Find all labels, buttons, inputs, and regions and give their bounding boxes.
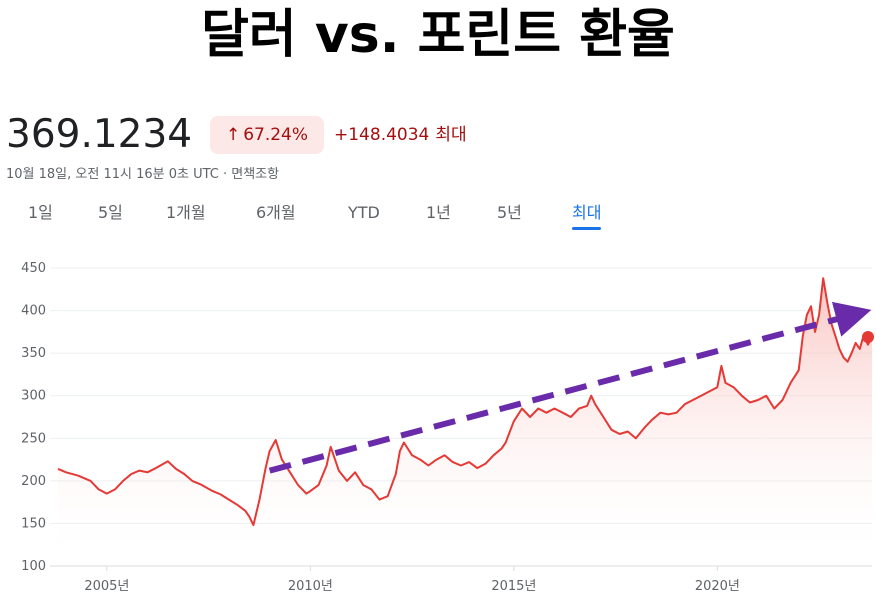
up-arrow-icon: ↑: [225, 125, 241, 145]
tab-1-month[interactable]: 1개월: [166, 203, 206, 222]
x-tick-label: 2020년: [695, 579, 740, 594]
x-tick-label: 2005년: [84, 579, 129, 594]
y-tick-label: 300: [21, 389, 46, 404]
tab-5-year[interactable]: 5년: [497, 203, 522, 222]
absolute-change-value: +148.4034: [334, 125, 430, 145]
page-title: 달러 vs. 포린트 환율: [201, 5, 675, 65]
x-tick-label: 2010년: [288, 579, 333, 594]
exchange-rate-chart[interactable]: 100 150 200 250 300 350 400 450 2005년 2010년 2015년…: [0, 240, 876, 610]
y-tick-label: 350: [21, 346, 46, 361]
y-tick-label: 450: [21, 261, 46, 276]
current-price: 369.1234: [6, 112, 193, 157]
tab-5-day[interactable]: 5일: [98, 203, 123, 222]
timestamp-disclaimer[interactable]: 10월 18일, 오전 11시 16분 0초 UTC · 면책조항: [6, 167, 280, 182]
y-tick-label: 250: [21, 431, 46, 446]
time-range-tabs: 1일 5일 1개월 6개월 YTD 1년 5년 최대: [0, 196, 876, 232]
y-tick-label: 150: [21, 516, 46, 531]
series-line: [57, 277, 873, 527]
last-point-marker: [862, 330, 874, 343]
change-period-label: 최대: [435, 125, 467, 145]
tab-max[interactable]: 최대: [572, 203, 602, 230]
x-tick-label: 2015년: [491, 579, 536, 594]
tab-1-day[interactable]: 1일: [28, 203, 53, 222]
absolute-change: +148.4034 최대: [334, 123, 467, 147]
tab-ytd[interactable]: YTD: [348, 203, 380, 222]
y-tick-label: 400: [21, 304, 46, 319]
tab-1-year[interactable]: 1년: [426, 203, 451, 222]
percent-change-value: 67.24%: [243, 125, 309, 145]
y-tick-label: 200: [21, 474, 46, 489]
area-fill: [58, 278, 872, 566]
y-axis-ticks: 100 150 200 250 300 350 400 450: [21, 261, 46, 574]
x-axis-ticks: 2005년 2010년 2015년 2020년: [84, 566, 740, 594]
percent-change-badge: ↑ 67.24%: [210, 116, 324, 154]
tab-6-month[interactable]: 6개월: [256, 203, 296, 222]
y-tick-label: 100: [21, 559, 46, 574]
